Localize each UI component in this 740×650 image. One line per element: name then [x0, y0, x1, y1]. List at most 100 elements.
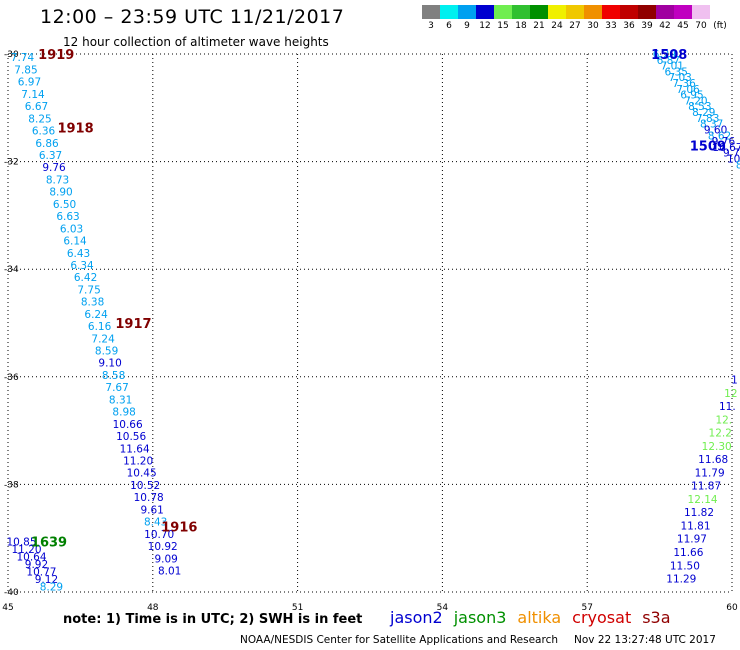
wave-height-value: 6.97: [18, 77, 41, 89]
wave-height-value: 8.90: [49, 187, 72, 199]
legend-swatch: [656, 5, 674, 19]
legend-bin-label: 6: [446, 21, 452, 31]
legend-bin-label: 36: [623, 21, 635, 31]
wave-height-value: 10.: [727, 153, 740, 165]
wave-height-value: 8: [736, 159, 740, 171]
wave-height-value: 9.60: [704, 124, 727, 136]
pass-number-label: 1639: [31, 535, 67, 550]
legend-swatch: [458, 5, 476, 19]
wave-height-value: 11.68: [698, 454, 728, 466]
wave-height-value: 8.29: [40, 582, 63, 594]
generated-timestamp: Nov 22 13:27:48 UTC 2017: [574, 634, 716, 646]
wave-height-value: 11.64: [120, 443, 150, 455]
wave-height-value: 6.03: [60, 223, 83, 235]
wave-height-value: 8.58: [102, 370, 125, 382]
wave-height-value: 6.34: [70, 260, 94, 272]
pass-number-label: 1918: [57, 122, 93, 137]
wave-height-value: 7.20: [684, 95, 707, 107]
axis-tick-labels: -30 -32 -34 -36 -38 -40 45 48 51 54 57 60: [2, 50, 738, 613]
legend-swatch: [674, 5, 692, 19]
wave-height-value: 8.59: [95, 346, 118, 358]
legend-bin-label: 27: [569, 21, 581, 31]
pass-number-label: 1916: [161, 520, 197, 535]
wave-height-value: 8.43: [144, 517, 167, 529]
legend-bin-label: 9: [464, 21, 470, 31]
pass-labels: 1919 1918 1917 1916 1639 1508 1509: [31, 48, 726, 550]
legend-swatch: [476, 5, 494, 19]
wave-height-value: 11.82: [684, 507, 714, 519]
pass-number-label: 1508: [651, 48, 687, 63]
wave-height-value: 7.75: [77, 284, 100, 296]
satellite-name: cryosat: [572, 608, 632, 627]
latitude-tick-label: -36: [4, 373, 19, 383]
wave-height-value: 9.09: [154, 553, 177, 565]
legend-swatches: [422, 5, 722, 19]
satellite-name: jason2: [390, 608, 443, 627]
legend-bin-label: 30: [587, 21, 599, 31]
legend-swatch: [494, 5, 512, 19]
wave-height-value: 11.20: [11, 544, 41, 556]
longitude-tick-label: 51: [292, 603, 303, 613]
legend-swatch: [548, 5, 566, 19]
wave-height-value: 8.31: [109, 394, 132, 406]
wave-height-value: 7.14: [21, 89, 45, 101]
legend-bin-label: 70: [695, 21, 707, 31]
wave-height-value: 11.50: [670, 560, 700, 572]
pass-number-label: 1917: [115, 317, 151, 332]
wave-height-value: 10.64: [16, 551, 46, 563]
wave-height-value: 11.87: [691, 481, 721, 493]
wave-height-value: 12.: [715, 414, 732, 426]
wave-height-value: 9.7: [723, 148, 740, 160]
wave-height-value: 10.92: [148, 541, 178, 553]
legend-bin-label: 18: [515, 21, 527, 31]
legend-swatch: [512, 5, 530, 19]
legend-swatch: [566, 5, 584, 19]
legend-unit: (ft): [713, 21, 727, 31]
legend-labels: 3 6 9 12 15 18 21 24 27 30 33 36 39 42 45 70 (ft): [422, 19, 727, 33]
longitude-tick-label: 57: [581, 603, 592, 613]
wave-height-value: 6.37: [39, 150, 62, 162]
legend-bin-label: 45: [677, 21, 689, 31]
wave-height-value: 8.29: [692, 107, 715, 119]
wave-height-legend: 3 6 9 12 15 18 21 24 27 30 33 36 39 42 45 70 (ft): [422, 5, 727, 33]
wave-height-value: 7.06: [676, 84, 700, 96]
wave-height-value: 9.61: [140, 504, 163, 516]
wave-height-value: 8.38: [81, 297, 104, 309]
legend-swatch: [602, 5, 620, 19]
wave-height-value: 12.30: [702, 441, 732, 453]
wave-height-value: 10.70: [144, 529, 174, 541]
legend-bin-label: 42: [659, 21, 671, 31]
legend-swatch: [584, 5, 602, 19]
wave-height-value: 11.97: [677, 534, 707, 546]
pass-number-label: 1919: [38, 48, 74, 63]
wave-height-value: 6.14: [63, 236, 87, 248]
satellite-name: s3a: [642, 608, 671, 627]
wave-height-value: 6.50: [53, 199, 76, 211]
wave-height-value: 8.53: [688, 101, 711, 113]
map-subtitle: 12 hour collection of altimeter wave hei…: [63, 35, 329, 49]
wave-height-value: 6.35: [665, 66, 688, 78]
wave-height-value: 9.76: [712, 136, 736, 148]
wave-height-value: 10.66: [113, 419, 143, 431]
wave-height-value: 12.2: [709, 428, 732, 440]
legend-swatch: [440, 5, 458, 19]
wave-height-value: 7.03: [668, 72, 691, 84]
wave-height-value: 11.: [719, 401, 736, 413]
legend-swatch: [530, 5, 548, 19]
wave-height-value: 10.56: [116, 431, 146, 443]
wave-height-value: 8.37: [700, 119, 723, 131]
wave-height-value: 9.10: [98, 358, 121, 370]
satellite-name: altika: [517, 608, 562, 627]
wave-height-value: 6.67: [25, 101, 48, 113]
wave-height-value: 7.74: [11, 52, 35, 64]
wave-height-value: 8.62: [708, 130, 731, 142]
legend-bin-label: 21: [533, 21, 545, 31]
wave-height-value: 9.92: [25, 559, 48, 571]
wave-height-value: 12.14: [688, 494, 718, 506]
wave-height-value: 7.67: [105, 382, 128, 394]
latitude-tick-label: -40: [4, 588, 19, 598]
credit-text: NOAA/NESDIS Center for Satellite Applica…: [240, 634, 558, 646]
altimeter-tracks: 7.747.856.977.146.678.256.366.866.379.76…: [6, 49, 740, 594]
units-note: note: 1) Time is in UTC; 2) SWH is in fe…: [63, 612, 363, 627]
